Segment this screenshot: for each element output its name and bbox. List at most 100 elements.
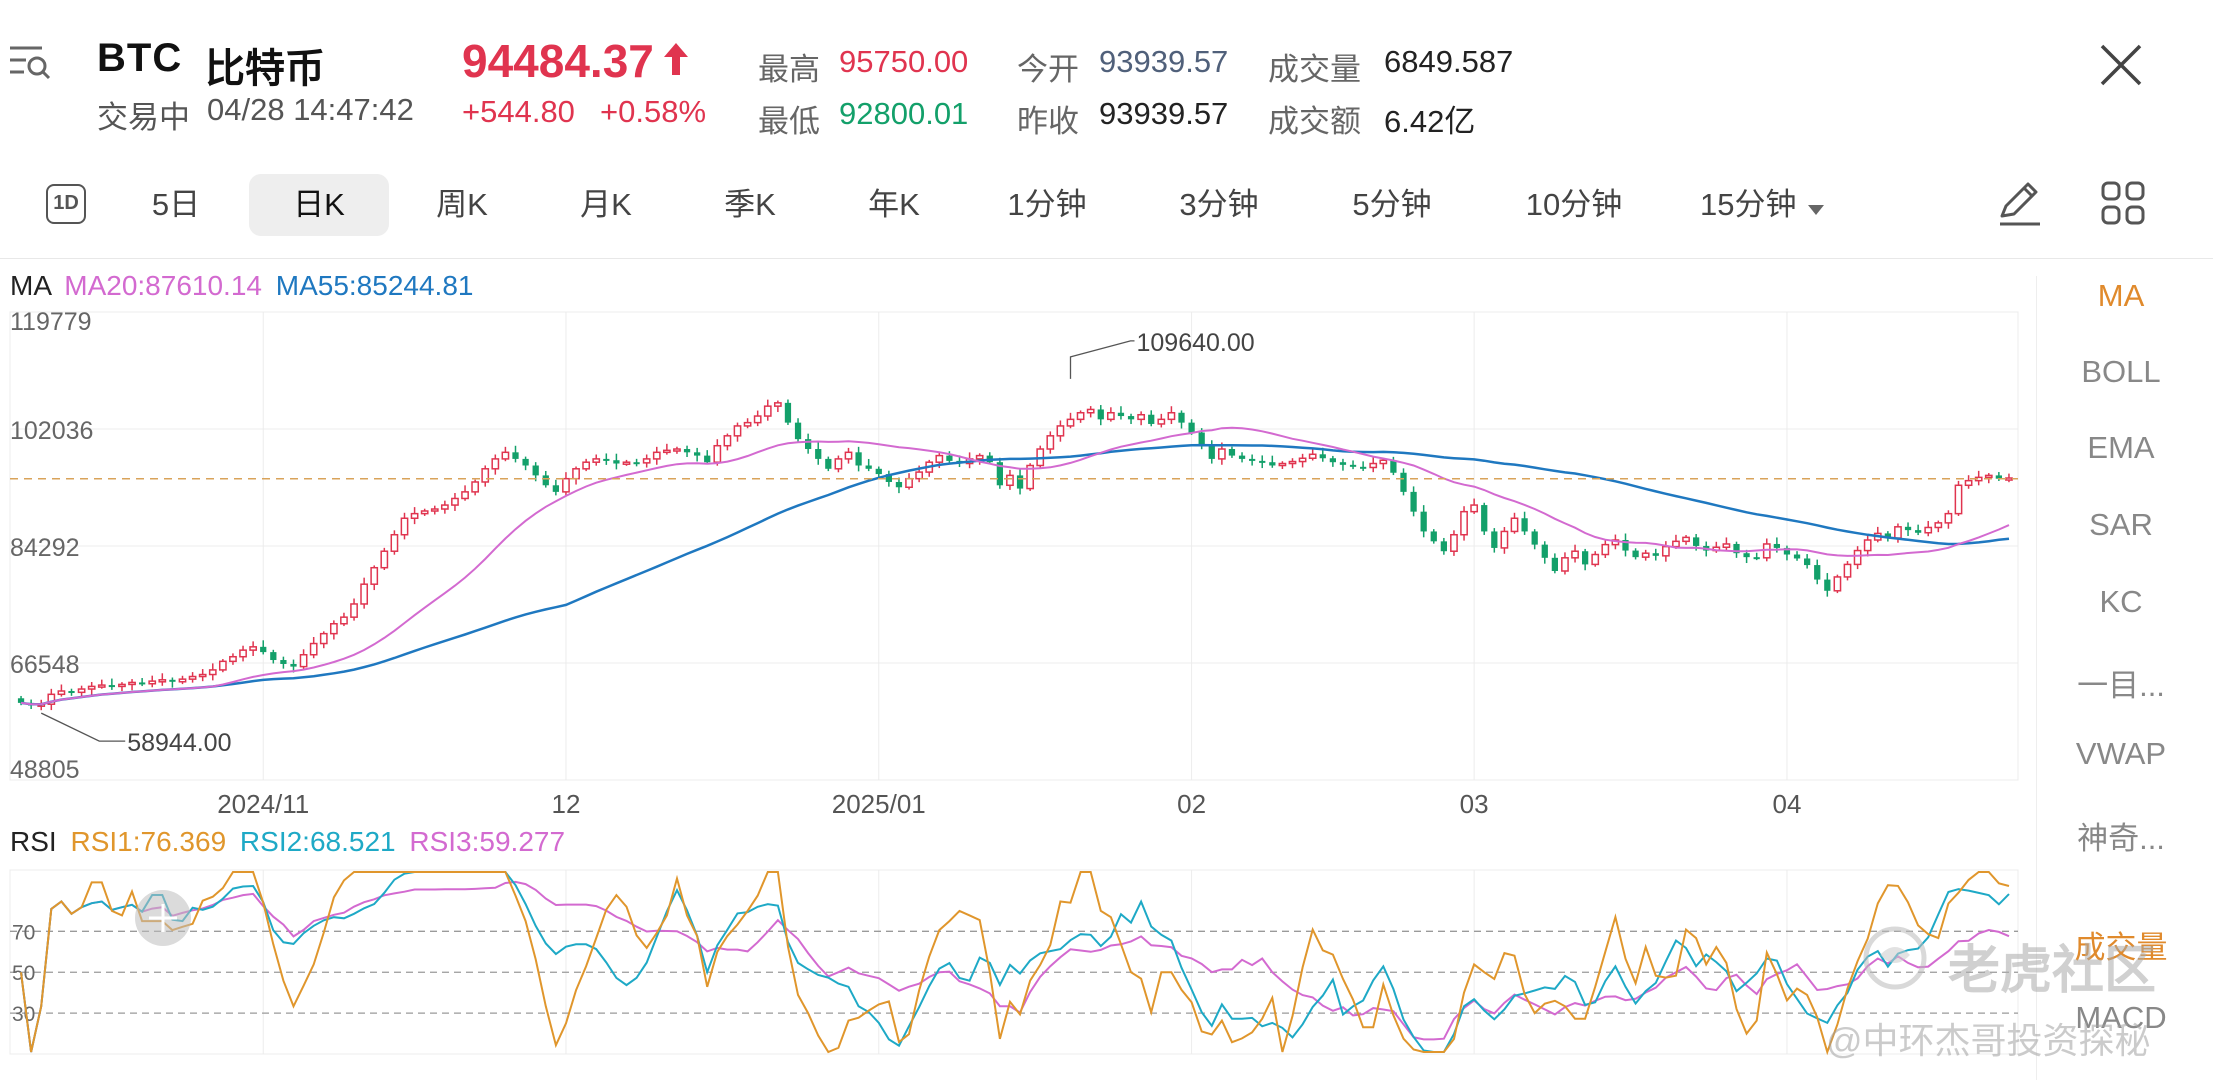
candle-body bbox=[1682, 536, 1690, 543]
candle bbox=[704, 450, 711, 465]
x-tick-label: 2025/01 bbox=[832, 789, 926, 819]
candle bbox=[975, 453, 984, 465]
candle bbox=[1066, 412, 1075, 429]
candle bbox=[512, 445, 519, 463]
candle-body bbox=[1541, 544, 1548, 558]
tab-1min[interactable]: 1分钟 bbox=[1007, 187, 1087, 222]
tab-weekly-k[interactable]: 周K bbox=[436, 187, 488, 222]
candle bbox=[1995, 472, 2002, 481]
tab-5day[interactable]: 5日 bbox=[151, 187, 201, 222]
chart-area[interactable]: 119779 102036 84292 66548 48805 2024/11 12 2025… bbox=[0, 0, 2040, 1080]
side-item-ema[interactable]: EMA bbox=[2087, 430, 2155, 465]
side-item-kc[interactable]: KC bbox=[2099, 584, 2143, 619]
candle-body bbox=[805, 439, 812, 450]
side-item-ma[interactable]: MA bbox=[2097, 278, 2145, 313]
side-item-ichimoku[interactable]: 一目... bbox=[2077, 668, 2165, 703]
candle bbox=[1510, 512, 1519, 534]
candle-body bbox=[1097, 409, 1104, 420]
y-tick-label: 119779 bbox=[10, 308, 92, 336]
add-crosshair-icon[interactable] bbox=[135, 890, 191, 946]
tab-5min[interactable]: 5分钟 bbox=[1352, 187, 1432, 222]
candle-body bbox=[1954, 484, 1963, 515]
candle-body bbox=[1269, 462, 1276, 466]
candle-body bbox=[704, 455, 711, 463]
candle bbox=[753, 410, 762, 427]
candle bbox=[229, 653, 237, 665]
rsi-tick-label: 70 bbox=[12, 921, 35, 944]
turnover-value: 6.42亿 bbox=[1384, 104, 1476, 139]
candle-body bbox=[1984, 474, 1993, 479]
candle-body bbox=[834, 458, 843, 470]
side-item-magic[interactable]: 神奇... bbox=[2077, 821, 2165, 856]
candle-body bbox=[662, 449, 671, 454]
x-tick-label: 2024/11 bbox=[217, 789, 309, 819]
tab-yearly-k[interactable]: 年K bbox=[868, 187, 920, 222]
candle bbox=[118, 682, 126, 692]
y-tick-label: 66548 bbox=[10, 651, 80, 679]
candle-body bbox=[1188, 422, 1195, 433]
draw-pen-icon[interactable] bbox=[1994, 178, 2042, 228]
last-price: 94484.37 bbox=[462, 35, 654, 87]
candle bbox=[895, 477, 903, 494]
candle bbox=[572, 466, 580, 485]
side-item-volume[interactable]: 成交量 bbox=[2074, 930, 2168, 965]
ma-legend: MA MA20:87610.14 MA55:85244.81 bbox=[10, 270, 473, 302]
tab-10min[interactable]: 10分钟 bbox=[1525, 187, 1623, 222]
candle-body bbox=[1915, 530, 1922, 533]
candle-body bbox=[380, 550, 389, 569]
candle bbox=[582, 458, 591, 472]
candle bbox=[1632, 548, 1639, 560]
candle-body bbox=[603, 458, 610, 461]
candle bbox=[390, 530, 399, 555]
candle bbox=[633, 458, 640, 467]
tab-15min-dropdown[interactable]: 15分钟 bbox=[1700, 174, 1825, 236]
candle-body bbox=[825, 458, 832, 469]
candle bbox=[410, 507, 419, 525]
candle bbox=[329, 620, 338, 640]
candle-body bbox=[400, 517, 409, 536]
low-label: 最低 bbox=[758, 104, 820, 139]
candle bbox=[1481, 502, 1488, 535]
candle bbox=[481, 465, 490, 487]
header-divider bbox=[0, 258, 2213, 259]
menu-search-icon[interactable] bbox=[8, 42, 52, 82]
candle bbox=[773, 400, 782, 413]
candle bbox=[148, 675, 157, 688]
tab-15min-label: 15分钟 bbox=[1700, 187, 1797, 222]
candle-body bbox=[1793, 554, 1801, 559]
watermark-author: @中环杰哥投资探秘 bbox=[1826, 1020, 2151, 1061]
tab-daily-k[interactable]: 日K bbox=[249, 174, 389, 236]
candle bbox=[1329, 455, 1336, 467]
symbol-code: BTC bbox=[97, 36, 183, 80]
grid-layout-icon[interactable] bbox=[2100, 180, 2146, 226]
max-annotation-leader bbox=[1069, 340, 1135, 379]
open-label: 今开 bbox=[1017, 52, 1079, 87]
candle-body bbox=[572, 468, 580, 480]
candle-body bbox=[1178, 412, 1185, 423]
period-1d-icon[interactable]: 1D bbox=[46, 184, 86, 224]
tab-quarterly-k[interactable]: 季K bbox=[724, 187, 776, 222]
candle bbox=[1086, 406, 1095, 418]
side-item-vwap[interactable]: VWAP bbox=[2075, 736, 2167, 771]
close-icon[interactable] bbox=[2098, 42, 2144, 88]
side-item-boll[interactable]: BOLL bbox=[2081, 354, 2161, 389]
candle bbox=[1833, 574, 1842, 594]
candle-body bbox=[1863, 539, 1872, 552]
candle-body bbox=[1964, 479, 1973, 487]
candle-body bbox=[1056, 425, 1065, 437]
candle-body bbox=[208, 669, 217, 676]
side-item-sar[interactable]: SAR bbox=[2089, 507, 2153, 542]
candle-body bbox=[1582, 551, 1589, 565]
tab-monthly-k[interactable]: 月K bbox=[580, 187, 632, 222]
y-tick-label: 48805 bbox=[10, 756, 80, 784]
candle bbox=[1127, 413, 1135, 425]
candle bbox=[1460, 506, 1468, 541]
candle-body bbox=[430, 508, 439, 512]
tab-3min[interactable]: 3分钟 bbox=[1179, 187, 1259, 222]
candle bbox=[1259, 455, 1266, 469]
side-item-macd[interactable]: MACD bbox=[2075, 1000, 2167, 1035]
candle bbox=[1420, 505, 1427, 538]
candle-body bbox=[1390, 460, 1397, 473]
candle-body bbox=[218, 660, 227, 671]
candle-body bbox=[1481, 505, 1488, 532]
